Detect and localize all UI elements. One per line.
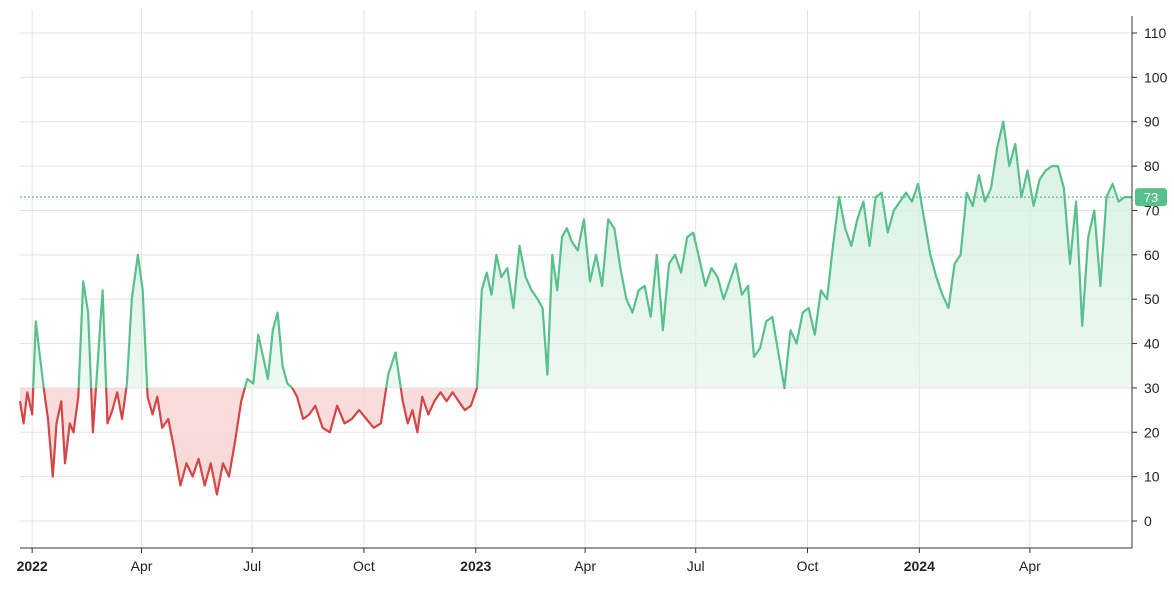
y-tick-label: 100 <box>1144 69 1168 85</box>
y-tick-label: 50 <box>1144 291 1160 307</box>
x-tick-label: Apr <box>131 558 153 574</box>
area-above-threshold <box>20 121 1132 388</box>
y-tick-label: 30 <box>1144 380 1160 396</box>
y-tick-label: 0 <box>1144 513 1152 529</box>
y-tick-label: 10 <box>1144 469 1160 485</box>
y-tick-label: 70 <box>1144 202 1160 218</box>
y-tick-label: 80 <box>1144 158 1160 174</box>
y-tick-label: 110 <box>1144 25 1167 41</box>
x-tick-label: Apr <box>1019 558 1041 574</box>
x-tick-label: Jul <box>243 558 261 574</box>
x-tick-label: Oct <box>797 558 819 574</box>
series-line <box>18 120 1132 496</box>
x-tick-label: 2024 <box>904 558 935 574</box>
y-tick-label: 90 <box>1144 114 1160 130</box>
y-tick-label: 20 <box>1144 424 1160 440</box>
x-tick-label: 2023 <box>460 558 491 574</box>
current-value-label: 73 <box>1144 190 1158 205</box>
x-tick-label: Jul <box>687 558 705 574</box>
x-tick-label: Apr <box>574 558 596 574</box>
current-value: 73 <box>20 188 1167 207</box>
x-axis-ticks: 2022 Apr Jul Oct 2023 Apr Jul Oct 2024 Apr <box>17 548 1041 574</box>
series-line-above <box>32 120 1132 388</box>
y-tick-label: 40 <box>1144 336 1160 352</box>
area-fill <box>20 121 1132 495</box>
current-value-badge <box>1135 188 1167 207</box>
series-line-below <box>18 387 786 496</box>
x-tick-label: Oct <box>353 558 375 574</box>
x-tick-label: 2022 <box>17 558 48 574</box>
axes <box>20 16 1133 549</box>
y-tick-label: 60 <box>1144 247 1160 263</box>
y-axis-ticks: 0 10 20 30 40 50 60 70 80 90 100 110 <box>1132 25 1168 529</box>
